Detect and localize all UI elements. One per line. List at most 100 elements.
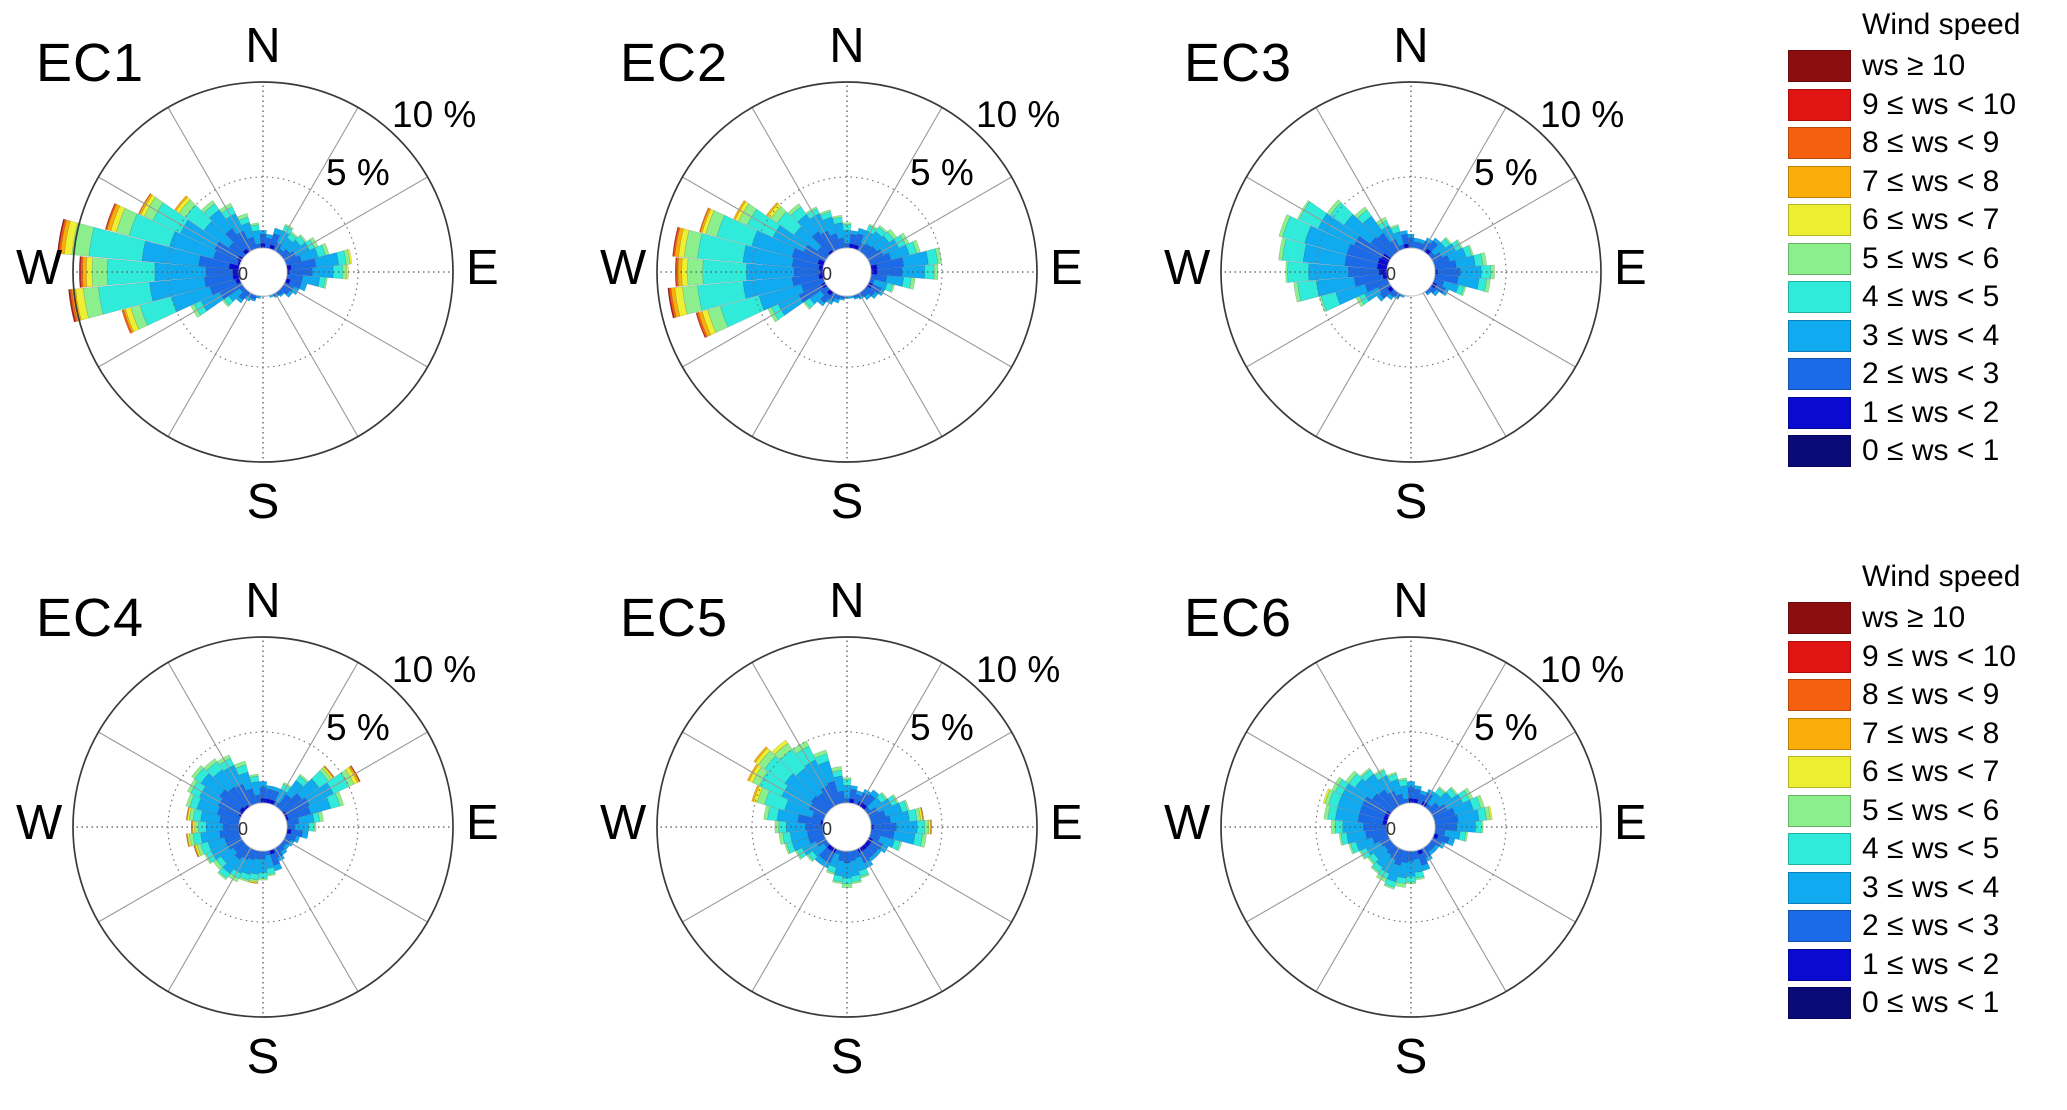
legend-color-swatch <box>1788 794 1851 827</box>
windrose-wedge <box>765 201 779 217</box>
grid-spoke <box>1410 662 1507 828</box>
windrose-wedge <box>920 806 925 821</box>
windrose-wedge <box>350 765 361 782</box>
windrose-wedge <box>1414 785 1423 791</box>
compass-north-label: N <box>829 574 865 628</box>
wind-speed-legend-top: Wind speed ws ≥ 10 9 ≤ ws < 10 8 ≤ ws < 9 7… <box>1788 8 2066 471</box>
legend-entry: 1 ≤ ws < 2 <box>1788 946 2066 985</box>
legend-color-swatch <box>1788 640 1851 673</box>
windrose-wedge <box>1322 788 1331 805</box>
grid-ring-10pct <box>1220 636 1602 1018</box>
windrose-wedge <box>317 811 324 823</box>
grid-spoke <box>1410 731 1576 828</box>
compass-west-label: W <box>16 796 63 850</box>
windrose-wedge <box>282 842 290 851</box>
windrose-wedge <box>912 239 921 254</box>
legend-entry: 7 ≤ ws < 8 <box>1788 715 2066 754</box>
windrose-wedge <box>1406 781 1416 788</box>
windrose-wedge <box>174 195 188 212</box>
legend-color-swatch <box>1788 679 1851 712</box>
windrose-wedge <box>313 822 317 832</box>
legend-entry-label: 1 ≤ ws < 2 <box>1862 395 2000 429</box>
windrose-wedge <box>335 791 345 807</box>
center-hole <box>1386 247 1436 297</box>
legend-color-swatch <box>1788 910 1851 943</box>
center-zero-tick: 0 <box>238 264 248 284</box>
windrose-wedge <box>1425 290 1432 296</box>
windrose-panel-ec2: 0 EC2 N S W E 10 % 5 % <box>584 0 1159 555</box>
windrose-wedge <box>873 848 882 857</box>
windrose-wedge <box>870 291 879 300</box>
legend-entry-label: 6 ≤ ws < 7 <box>1862 203 2000 237</box>
compass-south-label: S <box>830 1030 864 1084</box>
windrose-wedge <box>138 192 152 215</box>
windrose-wedge <box>293 835 301 844</box>
ring-label-5pct: 5 % <box>1474 707 1538 748</box>
windrose-wedge <box>1421 862 1431 872</box>
windrose-wedge <box>301 830 309 840</box>
windrose-wedge <box>323 765 335 778</box>
windrose-wedge <box>249 773 259 778</box>
windrose-wedge <box>763 805 771 821</box>
windrose-wedge <box>1490 264 1495 280</box>
legend-color-swatch <box>1788 281 1851 314</box>
ring-label-10pct: 10 % <box>392 649 477 690</box>
windrose-wedge <box>778 820 787 834</box>
windrose-wedge <box>248 880 259 885</box>
windrose-wedge <box>1297 280 1320 302</box>
windrose-wedge <box>1418 238 1426 245</box>
legend-title: Wind speed <box>1862 8 2021 41</box>
windrose-wedge <box>1399 294 1405 299</box>
grid-ring-10pct <box>656 81 1038 463</box>
compass-east-label: E <box>1614 241 1647 295</box>
windrose-wedge <box>889 284 896 294</box>
windrose-wedge <box>1459 265 1482 279</box>
grid-ring-5pct <box>751 731 943 923</box>
legend-color-swatch <box>1788 756 1851 789</box>
legend-entry-label: 3 ≤ ws < 4 <box>1862 318 2000 352</box>
legend-entry-label: 6 ≤ ws < 7 <box>1862 755 2000 789</box>
windrose-panel-ec5: 0 EC5 N S W E 10 % 5 % <box>584 555 1159 1110</box>
windrose-wedge <box>864 293 872 301</box>
legend-entry: 5 ≤ ws < 6 <box>1788 792 2066 831</box>
legend-entry: ws ≥ 10 <box>1788 599 2066 638</box>
windrose-wedge <box>185 806 190 821</box>
windrose-wedge <box>1386 771 1397 778</box>
ring-label-5pct: 5 % <box>910 152 974 193</box>
legend-color-swatch <box>1788 50 1851 83</box>
windrose-wedge <box>1397 777 1408 782</box>
windrose-wedge <box>784 843 791 855</box>
windrose-wedge <box>667 287 674 319</box>
windrose-wedge <box>273 862 283 872</box>
legend-entry: 4 ≤ ws < 5 <box>1788 278 2066 317</box>
legend-entry: 2 ≤ ws < 3 <box>1788 907 2066 946</box>
grid-spoke <box>846 107 943 273</box>
windrose-wedge <box>191 764 205 780</box>
windrose-wedge <box>278 291 285 298</box>
windrose-wedge <box>860 873 870 879</box>
windrose-wedge <box>298 234 307 243</box>
windrose-wedge <box>857 227 867 237</box>
center-zero-tick: 0 <box>1386 819 1396 839</box>
windrose-wedge <box>1480 264 1492 280</box>
grid-ring-5pct <box>1315 731 1507 923</box>
legend-entry: 9 ≤ ws < 10 <box>1788 86 2066 125</box>
windrose-wedge <box>258 877 268 881</box>
windrose-plot-ec6: 0 <box>1220 636 1602 1018</box>
windrose-wedge <box>903 799 910 811</box>
legend-entry: 5 ≤ ws < 6 <box>1788 240 2066 279</box>
windrose-wedge <box>82 256 88 288</box>
center-hole <box>822 247 872 297</box>
windrose-wedge <box>294 822 309 832</box>
ring-label-10pct: 10 % <box>976 94 1061 135</box>
windrose-wedge <box>771 739 789 755</box>
compass-north-label: N <box>1393 19 1429 73</box>
windrose-wedge <box>1354 206 1368 219</box>
windrose-wedge <box>842 222 852 225</box>
ring-label-10pct: 10 % <box>1540 94 1625 135</box>
windrose-wedge <box>332 264 344 280</box>
windrose-wedge <box>280 848 288 856</box>
windrose-plot-ec1: 0 <box>56 81 454 463</box>
rose-title-ec4: EC4 <box>36 588 145 648</box>
windrose-wedge <box>56 218 65 254</box>
